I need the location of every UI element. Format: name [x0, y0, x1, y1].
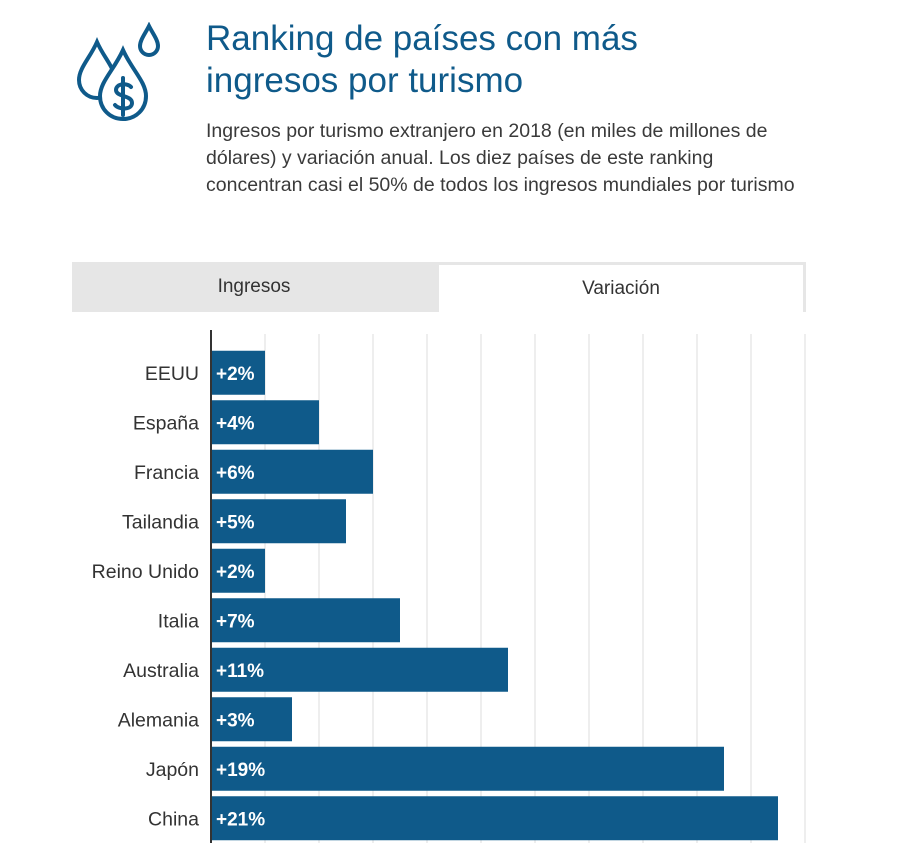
tab-ingresos[interactable]: Ingresos	[217, 276, 291, 297]
bar	[211, 400, 319, 445]
money-drops-icon	[76, 22, 161, 122]
tab-bar: Ingresos Variación	[72, 262, 806, 312]
bar-value-label: +2%	[216, 562, 255, 583]
bar	[211, 697, 292, 742]
bar-value-label: +6%	[216, 463, 255, 484]
bar-value-label: +2%	[216, 364, 255, 385]
bar-value-label: +5%	[216, 512, 255, 533]
category-label: Alemania	[118, 709, 199, 731]
category-label: Reino Unido	[92, 561, 199, 583]
category-label: EEUU	[145, 363, 199, 385]
bar-value-label: +21%	[216, 809, 265, 830]
page-title: Ranking de países con más ingresos por t…	[206, 19, 638, 100]
category-label: Tailandia	[122, 511, 199, 533]
bar	[211, 647, 508, 692]
category-label: Australia	[123, 660, 199, 682]
bar-chart: +2% EEUU +4% España +6% Francia +5% Tailandia +2…	[92, 330, 806, 843]
bar-value-label: +19%	[216, 760, 265, 781]
bar	[211, 548, 265, 593]
bar	[211, 598, 400, 643]
category-label: Japón	[146, 759, 199, 781]
bar	[211, 499, 346, 544]
category-label: España	[133, 412, 199, 434]
category-label: China	[148, 808, 199, 830]
bar-value-label: +4%	[216, 413, 255, 434]
page-subtitle: Ingresos por turismo extranjero en 2018 …	[206, 120, 795, 196]
category-label: Italia	[158, 610, 199, 632]
bar-value-label: +7%	[216, 611, 255, 632]
bar	[211, 449, 373, 494]
bar-value-label: +11%	[216, 661, 264, 682]
bar-value-label: +3%	[216, 710, 255, 731]
tab-variacion[interactable]: Variación	[436, 262, 806, 312]
bar	[211, 796, 778, 841]
bar	[211, 350, 265, 395]
bar	[211, 746, 724, 791]
category-label: Francia	[134, 462, 199, 484]
